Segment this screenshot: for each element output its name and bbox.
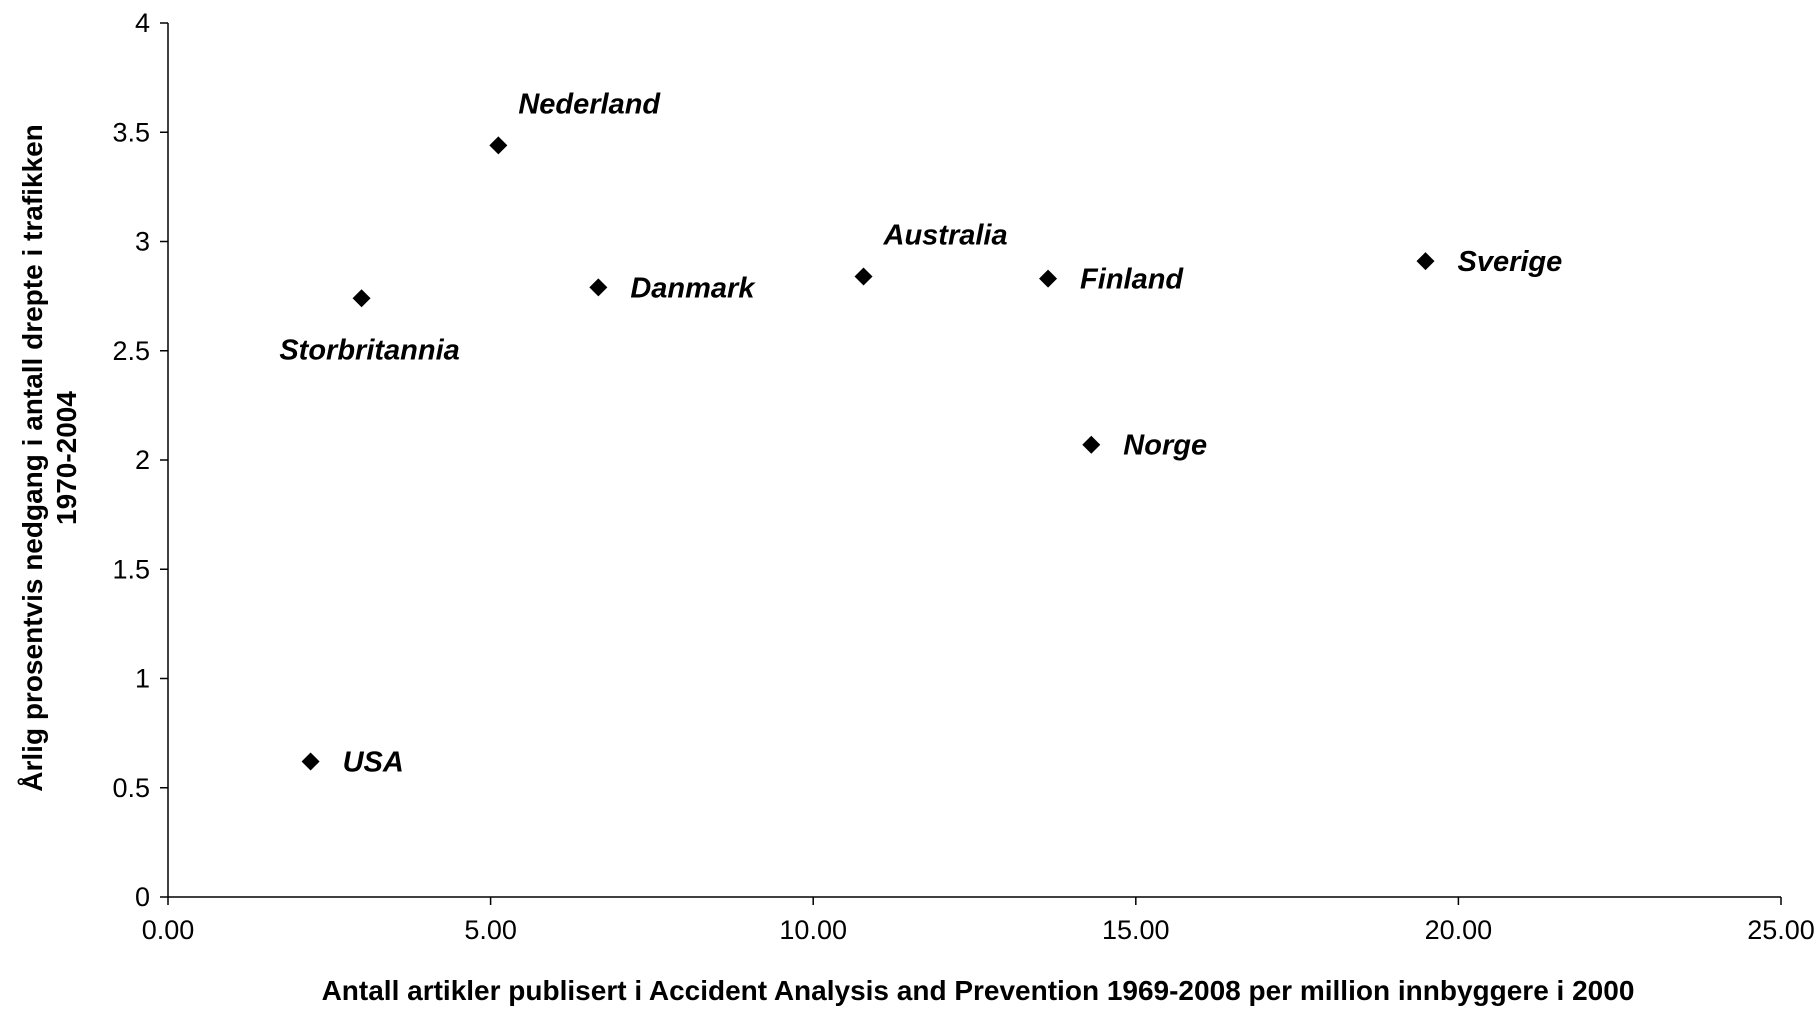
x-tick-label: 5.00 bbox=[464, 915, 517, 945]
y-tick-label: 0 bbox=[135, 882, 150, 912]
y-tick-label: 0.5 bbox=[112, 773, 150, 803]
y-axis-title: Årlig prosentvis nedgang i antall drepte… bbox=[17, 124, 82, 791]
data-point-label: Sverige bbox=[1457, 246, 1562, 278]
data-point-marker bbox=[1082, 435, 1101, 454]
data-labels: Nederland Australia Finland Sverige Danmark S… bbox=[279, 88, 1562, 778]
data-point-label: Danmark bbox=[630, 272, 756, 304]
y-axis-title-line-2: 1970-2004 bbox=[51, 391, 82, 525]
data-point-marker bbox=[301, 752, 320, 771]
data-point-label: Australia bbox=[883, 219, 1008, 251]
axes bbox=[167, 23, 1781, 898]
y-tick-label: 1 bbox=[135, 664, 150, 694]
x-tick-label: 25.00 bbox=[1747, 915, 1815, 945]
x-tick-label: 0.00 bbox=[142, 915, 195, 945]
x-tick-label: 10.00 bbox=[779, 915, 847, 945]
data-point-marker bbox=[352, 289, 371, 308]
y-tick-label: 4 bbox=[135, 8, 150, 38]
data-point-marker bbox=[854, 267, 873, 286]
y-tick-label: 1.5 bbox=[112, 554, 150, 584]
y-tick-label: 3 bbox=[135, 227, 150, 257]
data-point-label: Norge bbox=[1123, 430, 1207, 462]
data-point-label: USA bbox=[343, 747, 404, 779]
data-point-marker bbox=[589, 278, 608, 297]
data-point-marker bbox=[1416, 252, 1435, 271]
data-point-marker bbox=[1039, 269, 1058, 288]
y-axis-title-line-1: Årlig prosentvis nedgang i antall drepte… bbox=[17, 124, 48, 791]
x-axis-title: Antall artikler publisert i Accident Ana… bbox=[322, 975, 1635, 1006]
x-axis-ticks: 0.00 5.00 10.00 15.00 20.00 25.00 bbox=[142, 897, 1815, 945]
data-point-label: Storbritannia bbox=[279, 334, 459, 366]
y-tick-label: 3.5 bbox=[112, 117, 150, 147]
x-tick-label: 20.00 bbox=[1425, 915, 1493, 945]
y-tick-label: 2 bbox=[135, 445, 150, 475]
y-axis-ticks: 0 0.5 1 1.5 2 2.5 3 3.5 4 bbox=[112, 8, 168, 912]
data-point-label: Nederland bbox=[518, 88, 661, 120]
data-point-marker bbox=[489, 136, 508, 155]
data-point-label: Finland bbox=[1080, 264, 1184, 296]
y-tick-label: 2.5 bbox=[112, 336, 150, 366]
x-tick-label: 15.00 bbox=[1102, 915, 1170, 945]
data-points bbox=[301, 136, 1435, 771]
